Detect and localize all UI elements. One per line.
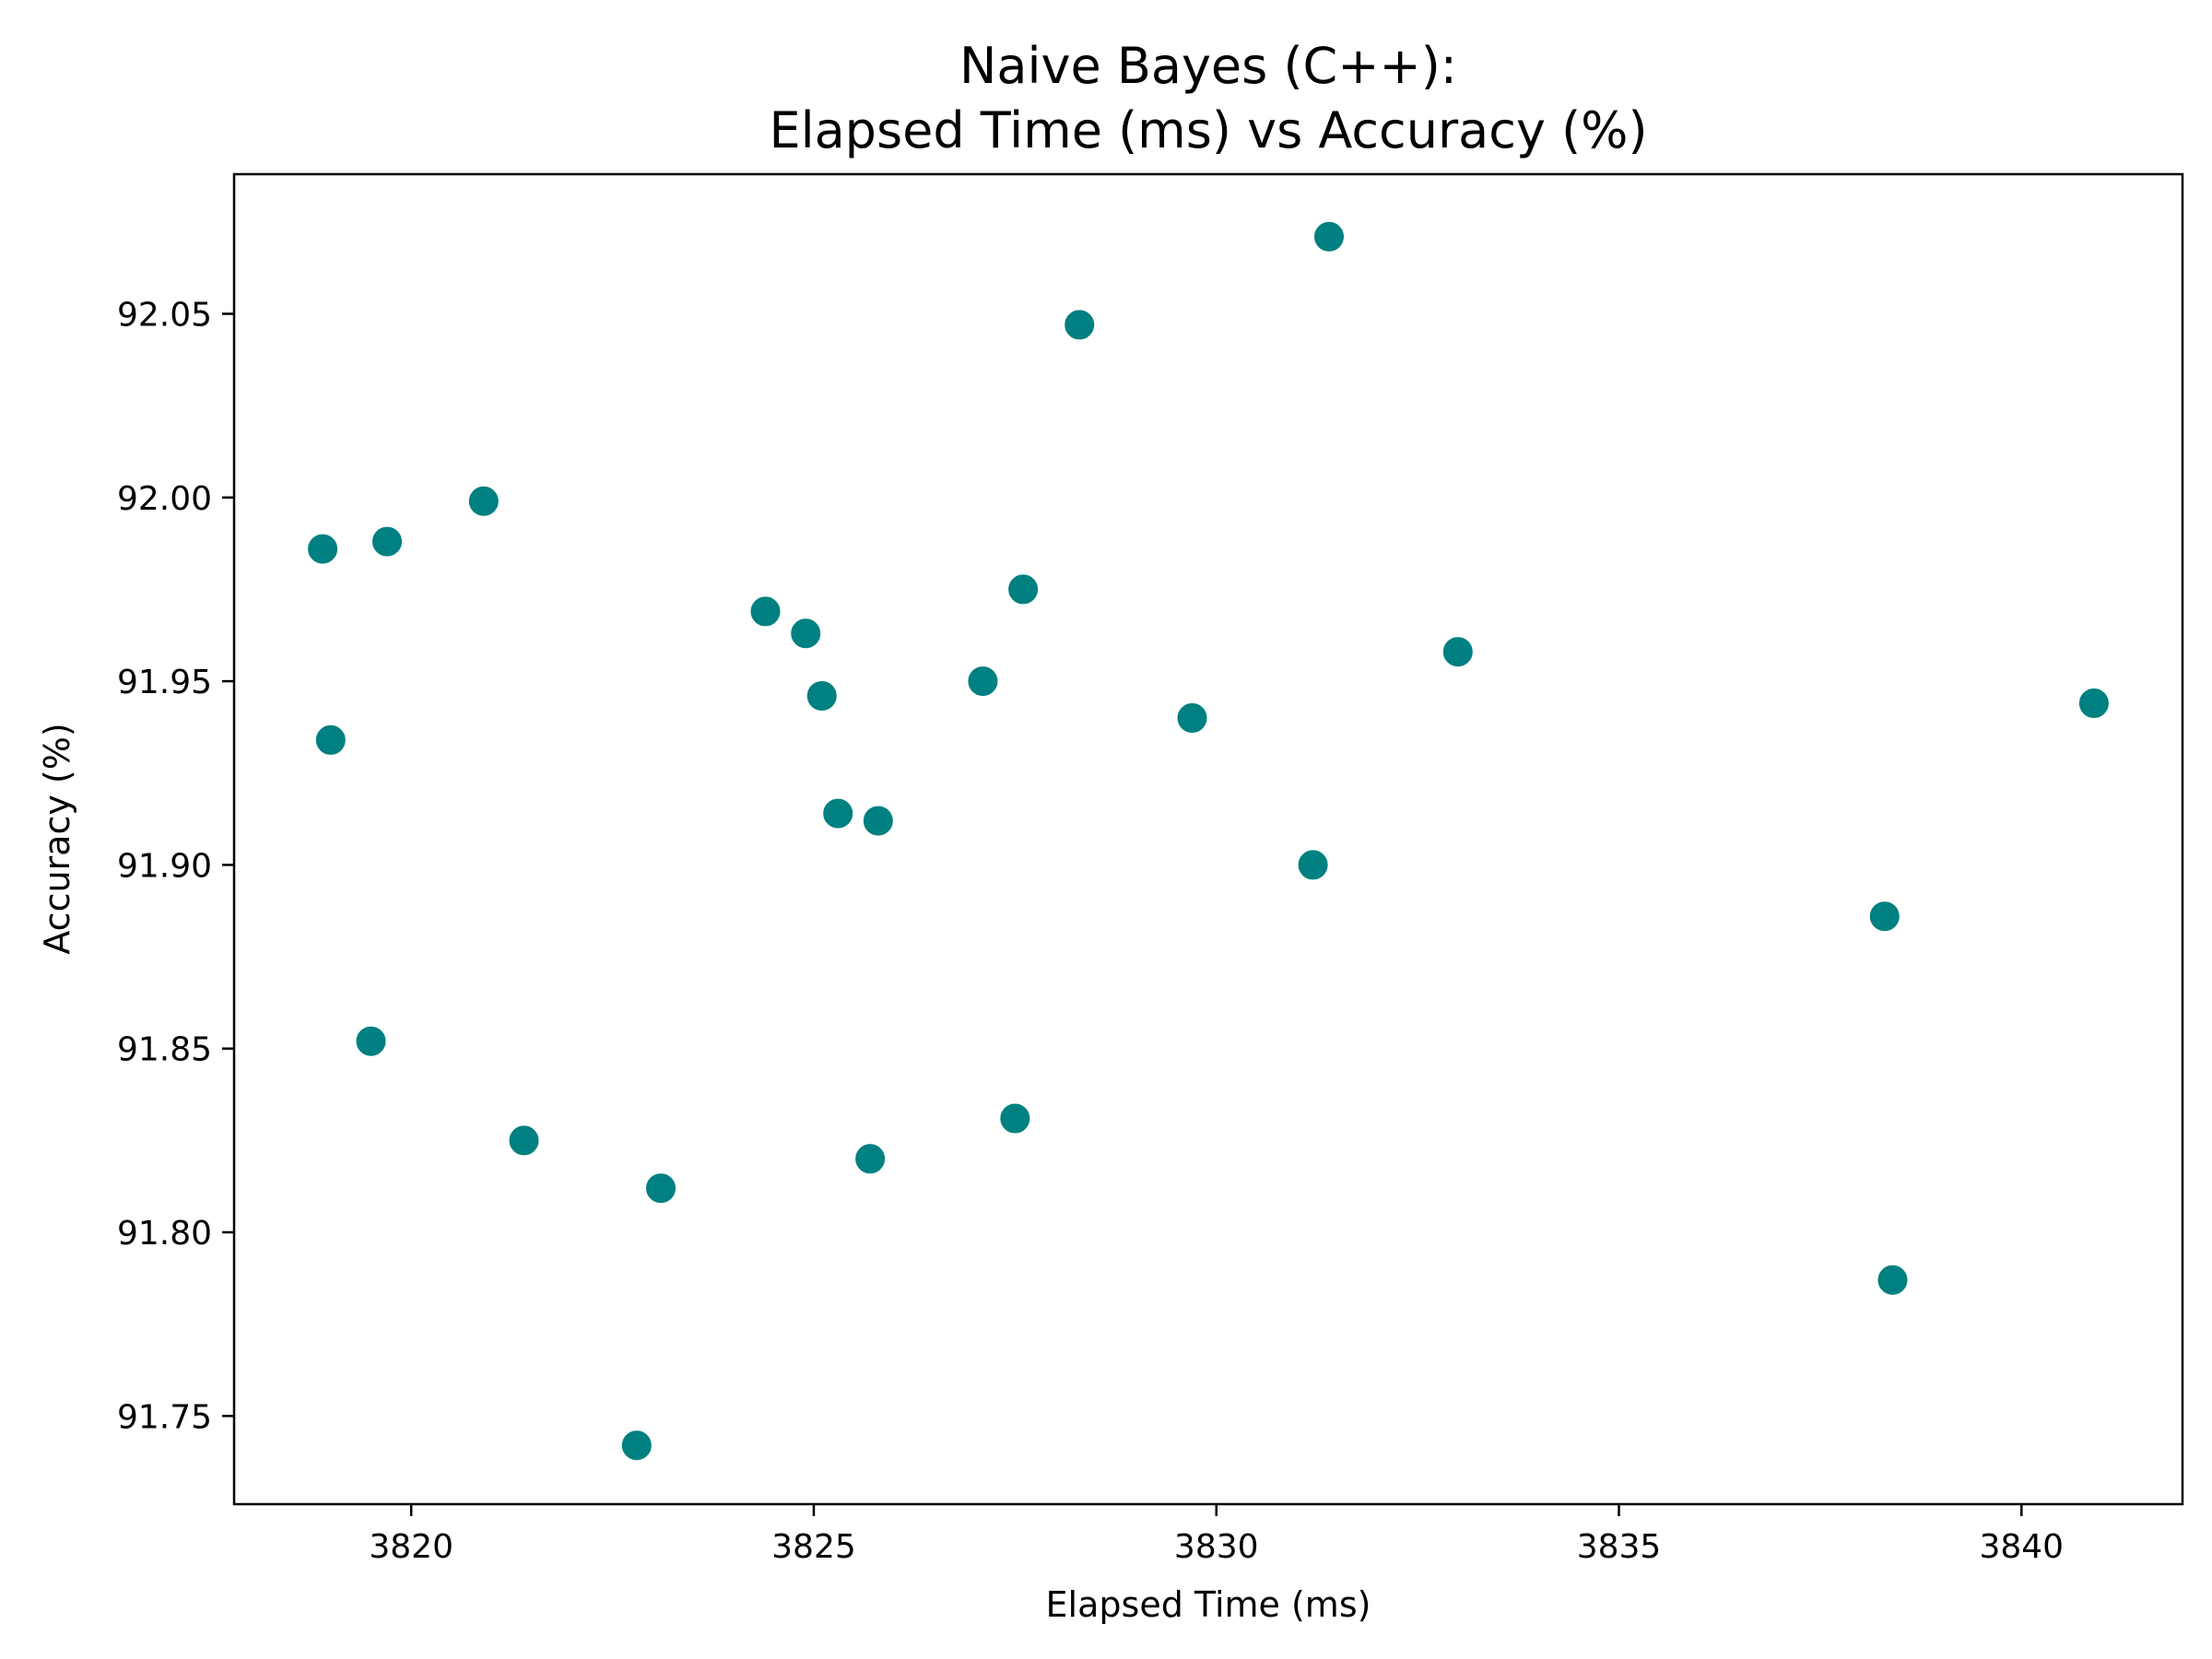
data-point-8	[748, 594, 782, 629]
y-axis-label: Accuracy (%)	[37, 723, 77, 954]
x-axis-ticks: 3820 3825 3830 3835 3840	[369, 1504, 2064, 1566]
data-point-0	[306, 532, 340, 566]
data-point-20	[1312, 219, 1346, 253]
data-point-6	[619, 1429, 653, 1463]
data-point-2	[354, 1024, 388, 1058]
y-tick-label-3: 91.90	[117, 847, 212, 885]
y-tick-label-5: 92.00	[117, 480, 212, 518]
data-point-19	[1296, 848, 1330, 882]
y-tick-label-1: 91.80	[117, 1215, 212, 1253]
data-point-11	[821, 796, 855, 830]
data-point-18	[1175, 701, 1209, 735]
chart-title-line-1: Naive Bayes (C++):	[959, 37, 1457, 95]
x-tick-label-4: 3840	[1979, 1528, 2064, 1566]
y-tick-label-6: 92.05	[117, 296, 212, 334]
data-point-5	[507, 1124, 541, 1158]
chart-title-line-2: Elapsed Time (ms) vs Accuracy (%)	[769, 101, 1647, 159]
plot-area-frame	[232, 172, 2184, 1506]
data-point-1	[313, 723, 347, 757]
y-axis-ticks: 91.75 91.80 91.85 91.90 91.95 92.00 92.05	[117, 296, 234, 1436]
y-tick-label-2: 91.85	[117, 1031, 212, 1069]
data-point-7	[644, 1171, 677, 1206]
data-point-12	[861, 804, 895, 838]
data-points	[306, 219, 2111, 1463]
x-tick-label-2: 3830	[1174, 1528, 1259, 1566]
data-point-23	[1876, 1263, 1910, 1297]
x-tick-label-0: 3820	[369, 1528, 453, 1566]
data-point-9	[789, 617, 823, 651]
data-point-21	[1441, 635, 1475, 669]
x-tick-label-1: 3825	[771, 1528, 856, 1566]
data-point-17	[1063, 308, 1097, 342]
data-point-4	[466, 484, 500, 518]
data-point-24	[2077, 687, 2111, 720]
data-point-16	[1006, 572, 1041, 606]
data-point-22	[1867, 900, 1901, 934]
x-axis-label: Elapsed Time (ms)	[1046, 1584, 1371, 1625]
y-tick-label-4: 91.95	[117, 664, 212, 701]
x-tick-label-3: 3835	[1577, 1528, 1662, 1566]
y-tick-label-0: 91.75	[117, 1398, 212, 1436]
data-point-10	[805, 679, 839, 712]
data-point-14	[966, 665, 1000, 699]
data-point-13	[853, 1142, 888, 1176]
data-point-15	[998, 1101, 1032, 1135]
data-point-3	[371, 524, 404, 559]
